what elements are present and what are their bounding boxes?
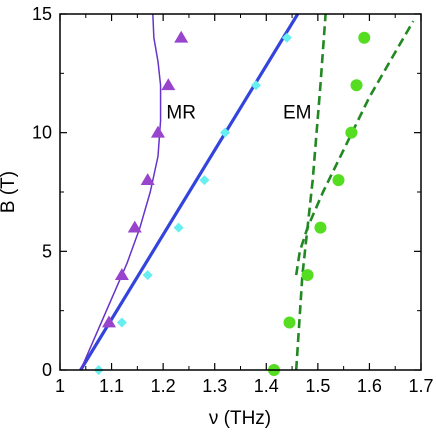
data-point-circle [332, 174, 345, 187]
y-tick-label: 0 [42, 360, 52, 380]
data-point-triangle [174, 30, 189, 43]
x-tick-label: 1.7 [408, 376, 433, 396]
x-axis-label: ν (THz) [209, 408, 271, 429]
axes-layer: 1 1.1 1.2 1.3 1.4 1.5 1.6 1.7 0 5 10 15 [32, 4, 434, 396]
data-point-triangle [114, 268, 129, 280]
y-axis-label: B (T) [0, 171, 19, 213]
data-point-circle [283, 316, 296, 329]
series-line [79, 13, 162, 371]
data-point-triangle [140, 173, 155, 186]
data-point-diamond [173, 222, 184, 233]
data-point-triangle [101, 315, 116, 328]
data-point-circle [345, 126, 358, 139]
y-tick-label: 15 [32, 4, 52, 24]
x-tick-label: 1.3 [202, 376, 227, 396]
data-point-diamond [199, 175, 210, 186]
annotation-em: EM [283, 102, 312, 123]
series-line [79, 13, 300, 371]
y-tick-label: 5 [42, 241, 52, 261]
x-tick-label: 1.6 [357, 376, 382, 396]
data-point-triangle [161, 78, 176, 91]
data-point-diamond [116, 317, 127, 328]
data-point-diamond [250, 80, 261, 91]
data-point-diamond [220, 127, 231, 138]
x-tick-label: 1.4 [254, 376, 279, 396]
data-point-diamond [142, 270, 153, 281]
x-tick-label: 1.5 [305, 376, 330, 396]
data-point-circle [350, 79, 363, 92]
data-point-diamond [281, 32, 292, 43]
data-point-circle [358, 31, 371, 44]
data-point-circle [314, 221, 327, 234]
series-line [294, 13, 327, 371]
series-line [294, 20, 415, 276]
x-tick-label: 1.1 [99, 376, 124, 396]
data-point-triangle [127, 220, 142, 233]
y-tick-label: 10 [32, 123, 52, 143]
series-layer [79, 13, 415, 376]
data-point-triangle [150, 125, 165, 138]
data-point-circle [301, 269, 314, 282]
x-tick-label: 1 [55, 376, 65, 396]
x-tick-label: 1.2 [151, 376, 176, 396]
annotation-mr: MR [166, 102, 196, 123]
